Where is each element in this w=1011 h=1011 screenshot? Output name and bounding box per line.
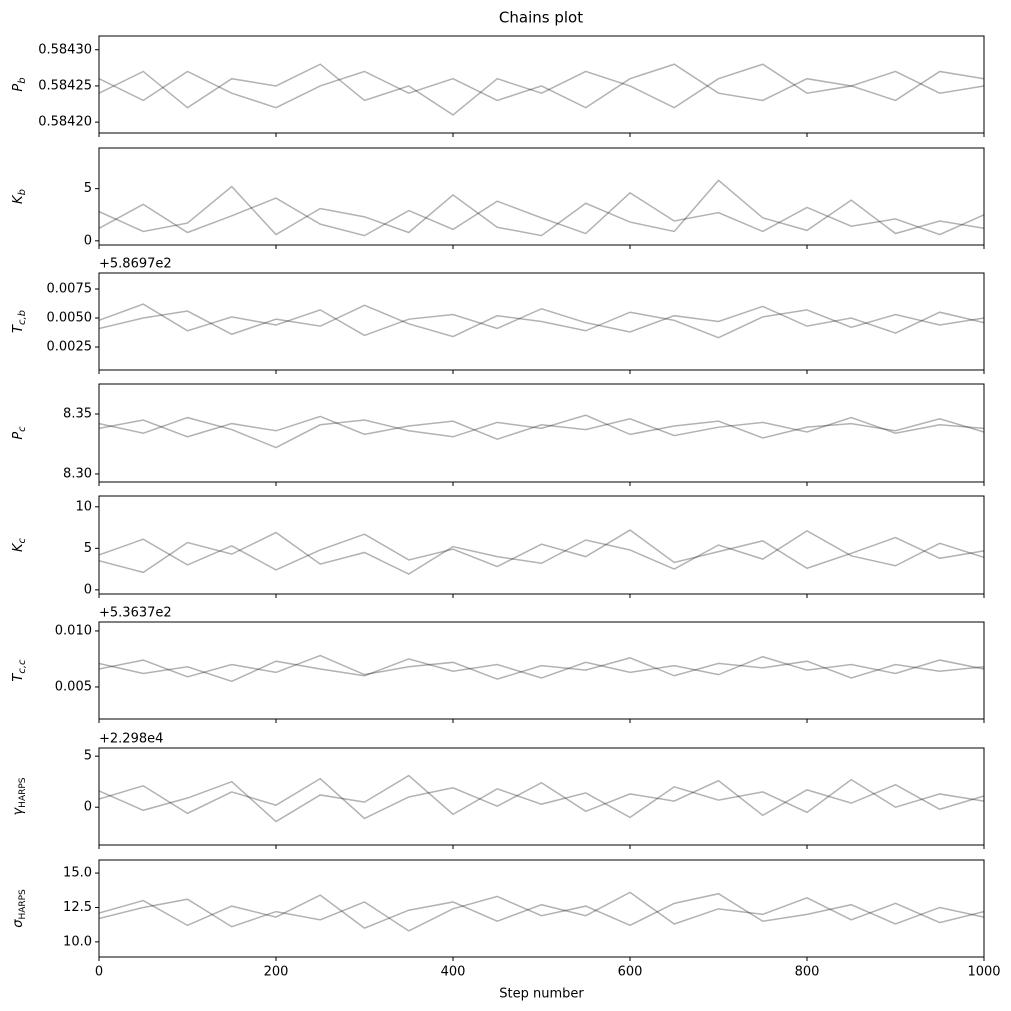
y-tick-label: 15.0 [63, 866, 92, 881]
chain-line [99, 63, 984, 116]
y-label-subscript: HARPS [18, 889, 28, 920]
chain-line [99, 179, 984, 237]
y-label-subscript: c,b [17, 310, 28, 325]
x-tick-label: 400 [441, 965, 466, 980]
x-axis-label: Step number [499, 987, 584, 1002]
y-tick-label: 5 [84, 181, 92, 196]
y-axis-label: Kc [11, 537, 29, 552]
y-tick-label: 0.0050 [47, 311, 93, 326]
y-tick-label: 0 [84, 233, 92, 248]
x-tick-label: 200 [264, 965, 289, 980]
chain-line [99, 191, 984, 237]
y-label-subscript: HARPS [18, 777, 28, 808]
y-tick-label: 0 [84, 800, 92, 815]
chain-line [99, 304, 984, 339]
y-tick-label: 0.005 [55, 679, 92, 694]
y-tick-label: 0.0025 [47, 340, 93, 355]
y-label-symbol: K [11, 542, 26, 552]
y-tick-label: 0.58430 [38, 42, 92, 57]
y-tick-label: 5 [84, 749, 92, 764]
chain-line [99, 655, 984, 683]
y-label-subscript: c [17, 426, 28, 432]
axes-frame [98, 383, 985, 483]
axes-frame [98, 747, 985, 846]
y-label-symbol: σ [11, 919, 26, 928]
offset-label: +2.298e4 [99, 732, 163, 747]
chain-line [99, 892, 984, 932]
axes-frame [98, 35, 985, 134]
offset-label: +5.3637e2 [99, 606, 172, 621]
offset-label: +5.8697e2 [99, 257, 172, 272]
x-tick-label: 1000 [967, 965, 1000, 980]
chain-line [99, 530, 984, 575]
y-tick-label: 8.35 [63, 406, 92, 421]
chain-line [99, 303, 984, 337]
y-label-symbol: T [11, 324, 26, 333]
y-tick-label: 10 [75, 499, 92, 514]
chain-line [99, 774, 984, 823]
axes-frame [98, 859, 985, 958]
y-label-symbol: T [11, 673, 26, 682]
x-tick-label: 0 [95, 965, 103, 980]
y-label-symbol: γ [11, 807, 26, 816]
y-tick-label: 0.0075 [47, 282, 93, 297]
axes-frame [98, 147, 985, 246]
chain-line [99, 415, 984, 440]
y-tick-label: 0 [84, 582, 92, 597]
chain-line [99, 891, 984, 929]
y-axis-label: Tc,c [11, 659, 29, 682]
y-tick-label: 5 [84, 541, 92, 556]
y-axis-label: γHARPS [11, 777, 28, 815]
y-axis-label: Kb [11, 189, 29, 204]
y-tick-label: 8.30 [63, 466, 92, 481]
chart-title: Chains plot [499, 9, 583, 27]
y-tick-label: 0.010 [55, 623, 92, 638]
axes-frame [98, 621, 985, 720]
x-tick-label: 600 [618, 965, 643, 980]
chain-line [99, 777, 984, 820]
y-axis-label: Tc,b [11, 310, 29, 333]
y-label-subscript: b [17, 77, 28, 83]
y-label-subscript: c [17, 537, 28, 543]
y-axis-label: σHARPS [11, 889, 28, 928]
chain-line [99, 654, 984, 680]
y-tick-label: 10.0 [63, 934, 92, 949]
y-axis-label: Pb [11, 77, 29, 91]
y-axis-label: Pc [11, 426, 29, 440]
y-label-symbol: P [11, 432, 26, 440]
chain-line [99, 529, 984, 571]
y-tick-label: 0.58420 [38, 115, 92, 130]
chain-line [99, 414, 984, 449]
y-label-subscript: b [17, 189, 28, 195]
x-tick-label: 800 [795, 965, 820, 980]
y-label-subscript: c,c [17, 659, 28, 674]
axes-frame [98, 495, 985, 595]
axes-frame [98, 272, 985, 371]
y-label-symbol: P [11, 84, 26, 92]
y-tick-label: 12.5 [63, 900, 92, 915]
y-label-symbol: K [11, 194, 26, 204]
chain-line [99, 63, 984, 109]
y-tick-label: 0.58425 [38, 78, 92, 93]
